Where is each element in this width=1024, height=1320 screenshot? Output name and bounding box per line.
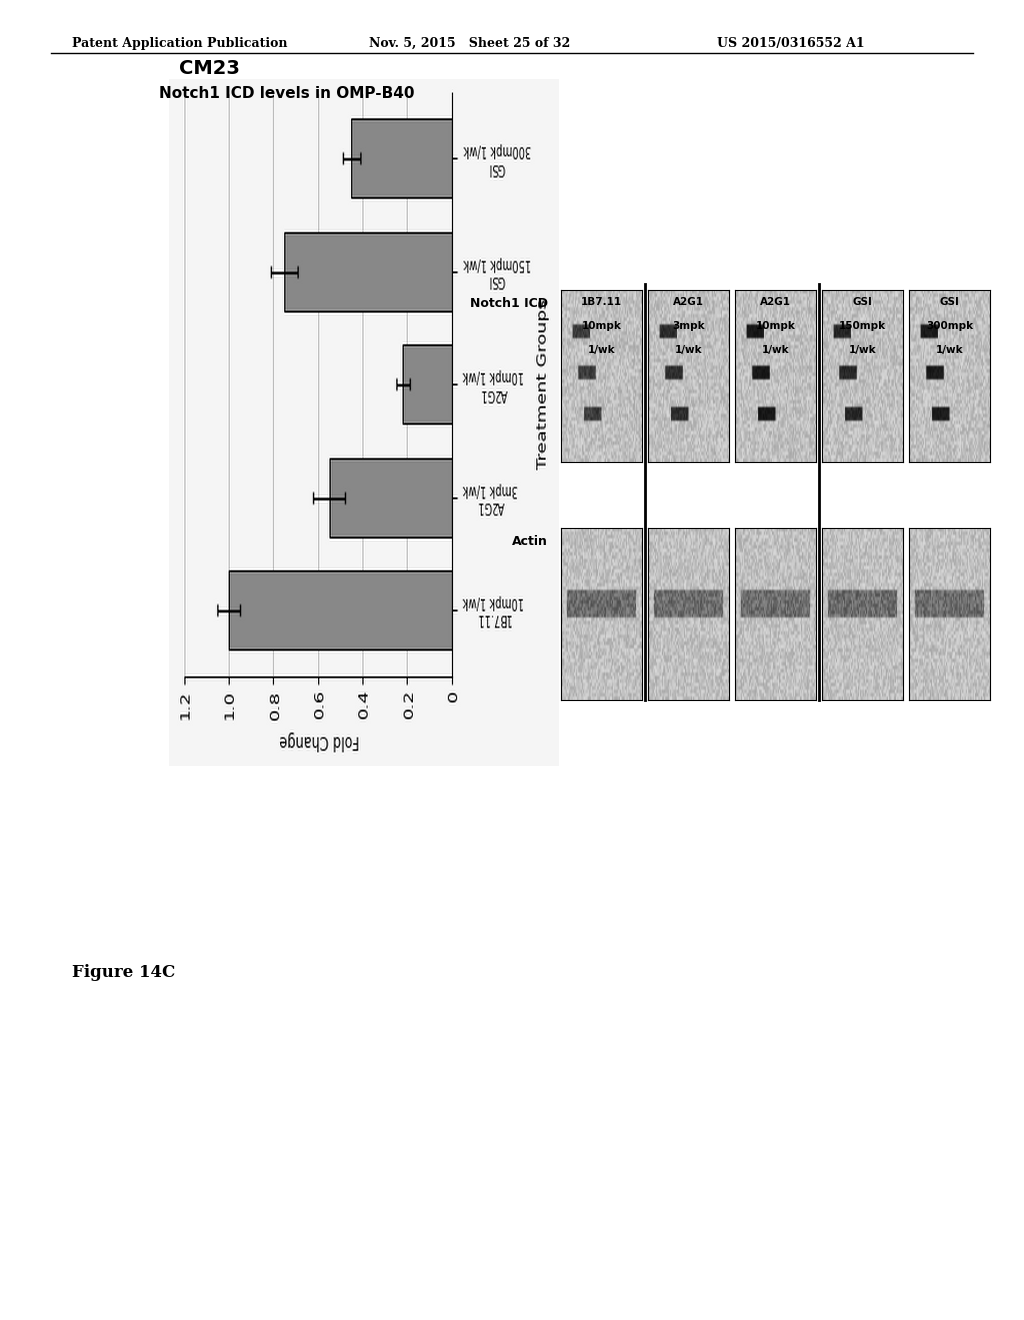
- Text: Actin: Actin: [512, 535, 548, 548]
- Text: 300mpk: 300mpk: [926, 321, 974, 331]
- Text: 1/wk: 1/wk: [588, 345, 615, 355]
- Text: CM23: CM23: [179, 59, 240, 78]
- Text: 150mpk: 150mpk: [839, 321, 887, 331]
- Text: Nov. 5, 2015   Sheet 25 of 32: Nov. 5, 2015 Sheet 25 of 32: [369, 37, 570, 50]
- Text: 1/wk: 1/wk: [936, 345, 964, 355]
- Text: Notch1 ICD levels in OMP-B40: Notch1 ICD levels in OMP-B40: [159, 86, 415, 100]
- Text: 10mpk: 10mpk: [756, 321, 796, 331]
- Text: 1/wk: 1/wk: [762, 345, 790, 355]
- Text: 3mpk: 3mpk: [673, 321, 705, 331]
- Text: 1B7.11: 1B7.11: [581, 297, 623, 308]
- Text: A2G1: A2G1: [673, 297, 705, 308]
- Text: US 2015/0316552 A1: US 2015/0316552 A1: [717, 37, 864, 50]
- Text: A2G1: A2G1: [760, 297, 792, 308]
- Text: Figure 14C: Figure 14C: [72, 964, 175, 981]
- Text: 1/wk: 1/wk: [675, 345, 702, 355]
- Text: 1/wk: 1/wk: [849, 345, 877, 355]
- Text: GSI: GSI: [940, 297, 959, 308]
- Text: GSI: GSI: [853, 297, 872, 308]
- Text: 10mpk: 10mpk: [582, 321, 622, 331]
- Text: Patent Application Publication: Patent Application Publication: [72, 37, 287, 50]
- Text: Notch1 ICD: Notch1 ICD: [470, 297, 548, 310]
